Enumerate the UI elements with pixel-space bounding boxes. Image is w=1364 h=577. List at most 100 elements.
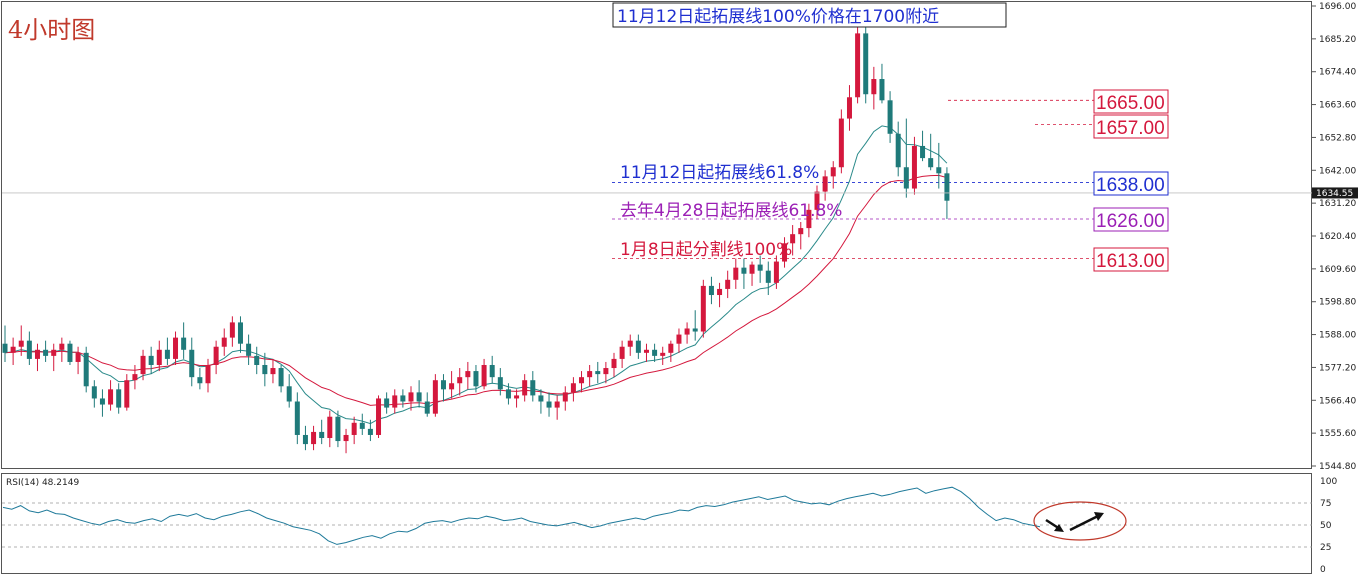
candle — [59, 337, 65, 362]
candle-body — [903, 167, 909, 189]
candle-body — [262, 364, 268, 375]
current-price-tag: 1634.55 — [1312, 187, 1358, 199]
candle-body — [457, 377, 463, 384]
candle — [595, 361, 601, 384]
price-tick-label: 1577.20 — [1319, 363, 1356, 373]
candle-body — [400, 395, 406, 402]
candle — [911, 136, 917, 195]
candle-body — [660, 352, 666, 356]
svg-text:1638.00: 1638.00 — [1096, 175, 1165, 196]
candle — [440, 374, 446, 402]
candle — [173, 331, 179, 365]
candle-body — [749, 264, 755, 274]
candle — [790, 225, 796, 256]
candle-body — [213, 346, 219, 365]
candle-body — [936, 167, 942, 174]
rsi-down-arrow — [1045, 518, 1064, 532]
level-box-1613: 1613.00 — [1093, 247, 1169, 272]
candle — [51, 343, 57, 372]
candle — [879, 63, 885, 104]
candle-body — [822, 176, 828, 192]
candle-body — [26, 340, 32, 359]
rsi-tick-label: 0 — [1320, 565, 1326, 575]
candle — [570, 377, 576, 402]
rsi-tick-label: 50 — [1320, 521, 1332, 531]
candle-body — [99, 398, 105, 405]
candle — [530, 371, 536, 402]
candle — [700, 279, 706, 338]
candle — [408, 386, 414, 411]
top-annotation-text: 11月12日起拓展线100%价格在1700附近 — [617, 7, 939, 27]
fib-618-nov12-label: 11月12日起拓展线61.8% — [620, 163, 819, 183]
candle-body — [725, 279, 731, 289]
candle — [246, 334, 252, 365]
ma-slow-line — [4, 174, 948, 406]
rsi-tick-label: 100 — [1320, 477, 1337, 487]
candle — [376, 395, 382, 439]
candle — [846, 85, 852, 131]
candle — [367, 419, 373, 442]
candle-body — [814, 191, 820, 210]
candle — [75, 346, 81, 375]
candle-body — [416, 392, 422, 402]
candle-body — [635, 340, 641, 353]
candle — [43, 340, 49, 362]
candle — [603, 361, 609, 384]
candle-body — [43, 349, 49, 356]
level-box-1657: 1657.00 — [1093, 114, 1169, 139]
candle-body — [424, 401, 430, 414]
candle — [181, 322, 187, 359]
candle — [936, 142, 942, 189]
candle-body — [505, 389, 511, 399]
candle — [67, 340, 73, 365]
price-tick-label: 1631.20 — [1319, 199, 1356, 209]
level-box-1626: 1626.00 — [1093, 207, 1169, 232]
candle — [627, 334, 633, 356]
candle-body — [700, 285, 706, 332]
candle-body — [765, 270, 771, 283]
candle-body — [189, 349, 195, 378]
candle — [652, 343, 658, 362]
candle — [611, 352, 617, 378]
candle — [465, 361, 471, 390]
candle-body — [887, 100, 893, 134]
candle-body — [668, 343, 674, 353]
candle — [684, 322, 690, 344]
candle — [554, 395, 560, 420]
candle-body — [51, 349, 57, 356]
candle — [708, 276, 714, 305]
candle — [319, 419, 325, 445]
candle-body — [246, 343, 252, 356]
candle-body — [911, 145, 917, 189]
price-tick-label: 1555.60 — [1319, 429, 1356, 439]
candle — [497, 368, 503, 396]
fib-618-apr28-label: 去年4月28日起拓展线61.8% — [620, 201, 842, 221]
candle-body — [546, 401, 552, 408]
price-tick-label: 1652.80 — [1319, 133, 1356, 143]
candle-body — [522, 380, 528, 396]
price-tick-label: 1544.80 — [1319, 462, 1356, 472]
candle — [863, 27, 869, 104]
price-tick-label: 1609.60 — [1319, 265, 1356, 275]
candle — [920, 130, 926, 162]
candle — [83, 346, 89, 393]
candle-body — [197, 377, 203, 384]
candle-body — [108, 389, 114, 405]
candle-body — [717, 288, 723, 296]
candle-body — [757, 264, 763, 271]
candle-body — [465, 371, 471, 378]
candle-body — [514, 395, 520, 399]
candle — [741, 258, 747, 289]
candle-body — [181, 337, 187, 350]
candle-body — [319, 431, 325, 439]
price-tick-label: 1620.40 — [1319, 232, 1356, 242]
candle — [514, 389, 520, 408]
candle-body — [449, 383, 455, 390]
candle — [2, 325, 8, 362]
price-tick-label: 1696.00 — [1319, 2, 1356, 12]
candle-body — [538, 395, 544, 402]
candle — [725, 270, 731, 299]
candle — [229, 316, 235, 347]
candle — [286, 374, 292, 408]
